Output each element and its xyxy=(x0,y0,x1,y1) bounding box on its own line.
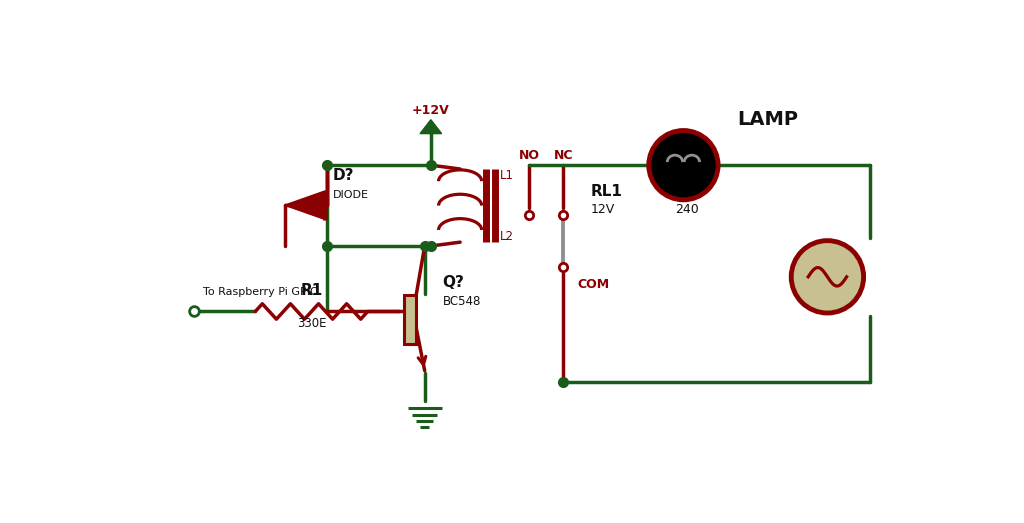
Text: +12V: +12V xyxy=(412,104,450,117)
Circle shape xyxy=(792,241,863,313)
Bar xyxy=(404,295,416,344)
Text: To Raspberry Pi GPIO: To Raspberry Pi GPIO xyxy=(203,287,318,297)
Text: 240: 240 xyxy=(676,203,699,216)
Text: LAMP: LAMP xyxy=(737,110,799,129)
Text: RL1: RL1 xyxy=(590,184,623,199)
Text: 330E: 330E xyxy=(297,317,327,330)
Text: 12V: 12V xyxy=(590,203,614,216)
Polygon shape xyxy=(285,191,326,220)
Text: L2: L2 xyxy=(500,230,514,243)
Circle shape xyxy=(649,131,718,200)
Text: DIODE: DIODE xyxy=(333,189,369,199)
Text: NC: NC xyxy=(554,149,573,162)
Text: R1: R1 xyxy=(300,282,323,298)
Text: BC548: BC548 xyxy=(442,294,481,308)
Text: Q?: Q? xyxy=(442,275,464,290)
Polygon shape xyxy=(420,120,441,133)
Text: COM: COM xyxy=(578,278,609,291)
Text: D?: D? xyxy=(333,168,354,183)
Text: L1: L1 xyxy=(500,169,514,181)
Text: NO: NO xyxy=(519,149,540,162)
